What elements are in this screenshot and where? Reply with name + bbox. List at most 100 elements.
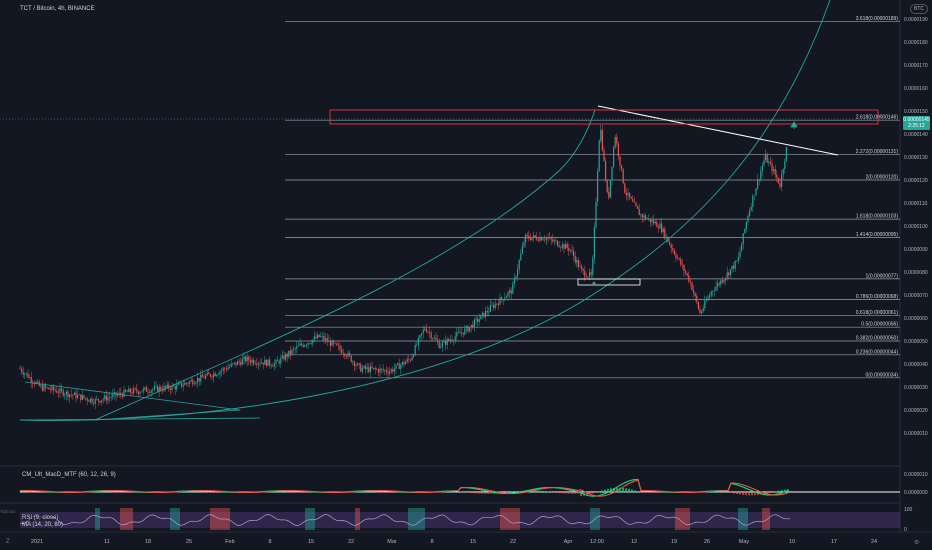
x-tick-label: Mar: [387, 539, 397, 545]
candle-body: [493, 305, 495, 308]
y-tick-label: 0.0000110: [904, 201, 927, 207]
candle-body: [528, 235, 530, 239]
candle-body: [430, 332, 432, 339]
x-tick-label: Feb: [225, 539, 234, 545]
candle-body: [104, 395, 106, 400]
macd-indicator-label[interactable]: CM_Ult_MacD_MTF (60, 12, 26, 9): [22, 472, 116, 478]
candle-body: [600, 129, 602, 141]
macd-histogram-bar: [532, 490, 534, 493]
macd-histogram-bar: [733, 492, 735, 494]
macd-histogram-bar: [280, 491, 282, 493]
rsi-zone-highlight: [738, 508, 748, 530]
candle-body: [213, 373, 215, 378]
candle-body: [113, 392, 115, 395]
candle-body: [737, 257, 739, 262]
candle-body: [702, 308, 704, 312]
candle-body: [749, 210, 751, 217]
candle-body: [744, 228, 746, 234]
candle-body: [488, 311, 490, 313]
candle-body: [705, 300, 707, 302]
candle-body: [198, 378, 200, 381]
macd-histogram-bar: [40, 492, 42, 493]
macd-histogram-bar: [598, 491, 600, 493]
currency-badge[interactable]: BTC: [910, 4, 928, 14]
candle-body: [654, 221, 656, 224]
candle-body: [37, 381, 39, 383]
candle-body: [281, 355, 283, 358]
candle-body: [777, 177, 779, 183]
x-tick-label: 12: [631, 539, 637, 545]
candle-body: [157, 385, 159, 392]
macd-histogram-bar: [619, 487, 621, 493]
y-tick-label: 0.0000130: [904, 155, 928, 161]
candle-body: [731, 265, 733, 270]
candle-body: [555, 240, 557, 242]
candle-body: [302, 345, 304, 347]
macd-histogram-bar: [514, 491, 516, 493]
macd-histogram-bar: [304, 492, 306, 493]
candle-body: [110, 397, 112, 398]
candle-body: [339, 345, 341, 350]
candle-body: [745, 221, 747, 229]
candle-body: [179, 382, 181, 384]
fib-level-label: 2.618(0.00000146): [856, 115, 899, 121]
candle-body: [606, 180, 608, 193]
wedge-line: [94, 409, 241, 421]
candle-body: [457, 332, 459, 333]
candle-body: [561, 244, 563, 248]
candle-body: [361, 368, 363, 372]
candle-body: [504, 298, 506, 301]
candle-body: [454, 336, 456, 341]
candle-body: [307, 343, 309, 345]
rsi-line: [19, 514, 791, 526]
candle-body: [216, 374, 218, 376]
candle-body: [467, 326, 469, 332]
candle-body: [590, 272, 592, 275]
candle-body: [81, 395, 83, 400]
candle-body: [443, 340, 445, 343]
candle-body: [296, 346, 298, 349]
macd-histogram-bar: [631, 489, 633, 493]
candle-body: [701, 311, 703, 314]
macd-histogram-bar: [751, 492, 753, 496]
candle-body: [677, 258, 679, 259]
candle-body: [88, 400, 90, 402]
gear-icon[interactable]: ⚙: [914, 540, 920, 546]
candle-body: [267, 359, 269, 367]
candle-body: [275, 360, 277, 364]
candle-body: [531, 237, 533, 241]
candle-body: [616, 136, 618, 144]
rsi-indicator-label[interactable]: RSI (9, close): [22, 515, 59, 521]
candle-body: [665, 236, 667, 239]
candle-body: [83, 395, 85, 398]
candle-body: [85, 397, 87, 399]
macd-histogram-bar: [211, 492, 213, 493]
candle-body: [688, 275, 690, 282]
candle-body: [424, 328, 426, 330]
candle-body: [101, 400, 103, 403]
candle-body: [662, 228, 664, 233]
candle-body: [387, 372, 389, 374]
candle-body: [328, 340, 330, 342]
candle-body: [518, 260, 520, 270]
candle-body: [397, 363, 399, 365]
candle-body: [464, 328, 466, 335]
candle-body: [646, 218, 648, 220]
candle-body: [80, 394, 82, 400]
candle-body: [587, 276, 589, 278]
candle-body: [261, 362, 263, 364]
macd-signal-line: [19, 479, 789, 497]
candle-body: [265, 359, 267, 367]
candle-body: [755, 188, 757, 196]
candle-body: [169, 388, 171, 391]
candle-body: [317, 334, 319, 339]
candle-body: [219, 371, 221, 375]
macd-histogram-bar: [544, 491, 546, 493]
macd-histogram-bar: [133, 492, 135, 493]
zoom-icon[interactable]: Z: [6, 539, 10, 545]
candle-body: [771, 163, 773, 172]
candle-body: [243, 356, 245, 360]
candle-body: [230, 363, 232, 367]
candle-body: [459, 332, 461, 334]
